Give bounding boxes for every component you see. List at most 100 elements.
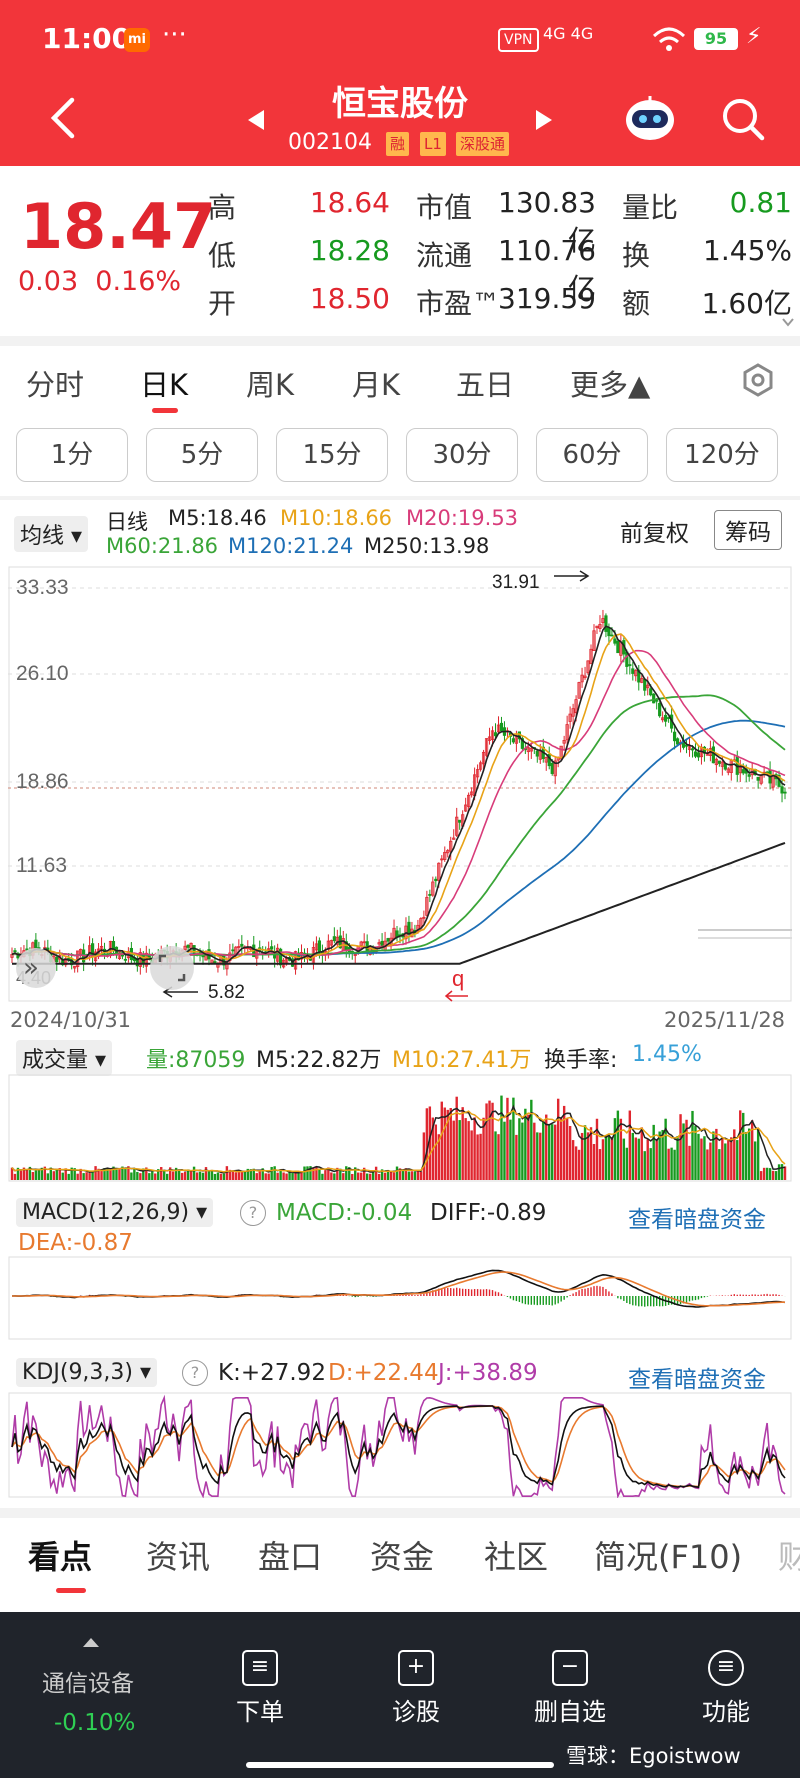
candle-body	[192, 945, 196, 956]
volume-bar	[736, 1140, 739, 1180]
candle-body	[574, 699, 578, 713]
volume-bar	[279, 1169, 282, 1180]
y-tick: 33.33	[16, 576, 69, 599]
stock-code: 002104	[288, 130, 372, 155]
sector-expand-icon[interactable]	[82, 1636, 100, 1648]
candle-body	[434, 878, 438, 882]
kdj-selector[interactable]: KDJ(9,3,3) ▾	[16, 1358, 158, 1387]
candle-body	[562, 740, 566, 744]
candle-body	[675, 738, 680, 745]
amount-label: 额	[622, 287, 651, 320]
volume-bar	[562, 1105, 566, 1180]
candle-body	[13, 950, 17, 953]
tab-five-day[interactable]: 五日	[456, 368, 515, 402]
macd-selector[interactable]: MACD(12,26,9) ▾	[16, 1198, 214, 1227]
volume-bar	[282, 1172, 285, 1180]
volratio-value: 0.81	[729, 186, 792, 219]
diagnose-button[interactable]: + 诊股	[376, 1650, 456, 1727]
dark-pool-link[interactable]: 查看暗盘资金	[628, 1207, 766, 1233]
volume-bar	[22, 1167, 26, 1180]
order-button[interactable]: ≡ 下单	[220, 1650, 300, 1727]
volume-bar	[762, 1167, 766, 1180]
macd-chart[interactable]	[8, 1256, 792, 1340]
divider	[0, 1508, 800, 1518]
tab-weekly-k[interactable]: 周K	[246, 368, 295, 402]
tab-community[interactable]: 社区	[484, 1538, 549, 1576]
volume-bar	[765, 1167, 769, 1180]
volume-bar	[551, 1124, 554, 1180]
minute-60-button[interactable]: 60分	[536, 428, 648, 482]
candle-body	[377, 942, 381, 945]
home-indicator[interactable]	[246, 1762, 554, 1768]
back-icon[interactable]	[48, 96, 78, 140]
volume-bar	[586, 1132, 590, 1180]
volume-bar	[413, 1171, 417, 1180]
active-tab-indicator	[152, 408, 178, 413]
minute-1-button[interactable]: 1分	[16, 428, 128, 482]
tab-f10[interactable]: 简况(F10)	[594, 1538, 743, 1576]
functions-button[interactable]: ≡ 功能	[686, 1650, 766, 1727]
settings-hexagon-icon[interactable]	[740, 362, 776, 398]
kline-chart[interactable]: 33.33 26.10 18.86 11.63 4.40 31.91 5.82 …	[8, 566, 792, 1002]
volume-selector[interactable]: 成交量 ▾	[16, 1040, 113, 1076]
candle-body	[628, 664, 632, 666]
adjust-mode[interactable]: 前复权	[620, 521, 689, 547]
volume-bar	[488, 1100, 491, 1180]
tab-news[interactable]: 资讯	[146, 1538, 211, 1576]
vpn-icon: VPN	[498, 28, 539, 52]
candle-body	[568, 713, 572, 722]
tab-orderbook[interactable]: 盘口	[258, 1538, 323, 1576]
tab-finance-partial[interactable]: 财	[778, 1538, 800, 1576]
volume-bar	[64, 1168, 67, 1180]
sector-name[interactable]: 通信设备	[42, 1671, 134, 1697]
ma250-label: M250:13.98	[364, 534, 490, 558]
tab-highlights[interactable]: 看点	[28, 1538, 93, 1576]
dark-pool-link[interactable]: 查看暗盘资金	[628, 1367, 766, 1393]
volume-bar	[309, 1166, 312, 1180]
volume-bar	[679, 1114, 682, 1180]
minute-5-button[interactable]: 5分	[146, 428, 258, 482]
volume-bar	[416, 1170, 420, 1180]
volume-bar	[407, 1171, 411, 1180]
minute-120-button[interactable]: 120分	[666, 428, 778, 482]
tab-daily-k[interactable]: 日K	[140, 368, 189, 402]
volume-bar	[574, 1146, 578, 1180]
kdj-chart[interactable]	[8, 1392, 792, 1498]
tab-timeshare[interactable]: 分时	[26, 368, 85, 402]
expand-icon[interactable]	[782, 318, 794, 328]
chip-button[interactable]: 筹码	[714, 510, 782, 550]
volume-bar	[130, 1172, 133, 1180]
volume-bar	[127, 1166, 130, 1180]
candle-body	[270, 946, 274, 950]
ma250-line	[12, 841, 786, 965]
candle-body	[640, 678, 644, 683]
volume-bar	[377, 1173, 381, 1180]
volume-chart[interactable]	[8, 1074, 792, 1182]
candle-body	[756, 776, 760, 781]
tab-funds[interactable]: 资金	[370, 1538, 435, 1576]
tab-monthly-k[interactable]: 月K	[352, 368, 401, 402]
volume-bar	[273, 1166, 276, 1180]
volume-bar	[73, 1168, 76, 1180]
candle-body	[577, 682, 581, 699]
candle-body	[279, 948, 283, 966]
tab-more[interactable]: 更多▲	[570, 368, 651, 402]
volume-bar	[246, 1168, 249, 1180]
help-icon[interactable]: ?	[240, 1200, 266, 1226]
minute-30-button[interactable]: 30分	[406, 428, 518, 482]
volume-bar	[715, 1128, 718, 1180]
remove-watchlist-button[interactable]: − 删自选	[528, 1650, 612, 1727]
diagnose-icon: +	[398, 1650, 434, 1686]
robot-assistant-icon[interactable]	[622, 94, 678, 144]
volume-bar	[315, 1166, 318, 1180]
search-icon[interactable]	[720, 96, 766, 142]
next-stock-icon[interactable]	[534, 108, 554, 132]
ma-selector[interactable]: 均线 ▾	[14, 516, 89, 552]
candle-body	[610, 634, 614, 637]
help-icon[interactable]: ?	[182, 1360, 208, 1386]
prev-stock-icon[interactable]	[246, 108, 266, 132]
minute-15-button[interactable]: 15分	[276, 428, 388, 482]
volume-bar	[145, 1167, 148, 1180]
divider	[0, 496, 800, 500]
candle-body	[583, 675, 587, 679]
